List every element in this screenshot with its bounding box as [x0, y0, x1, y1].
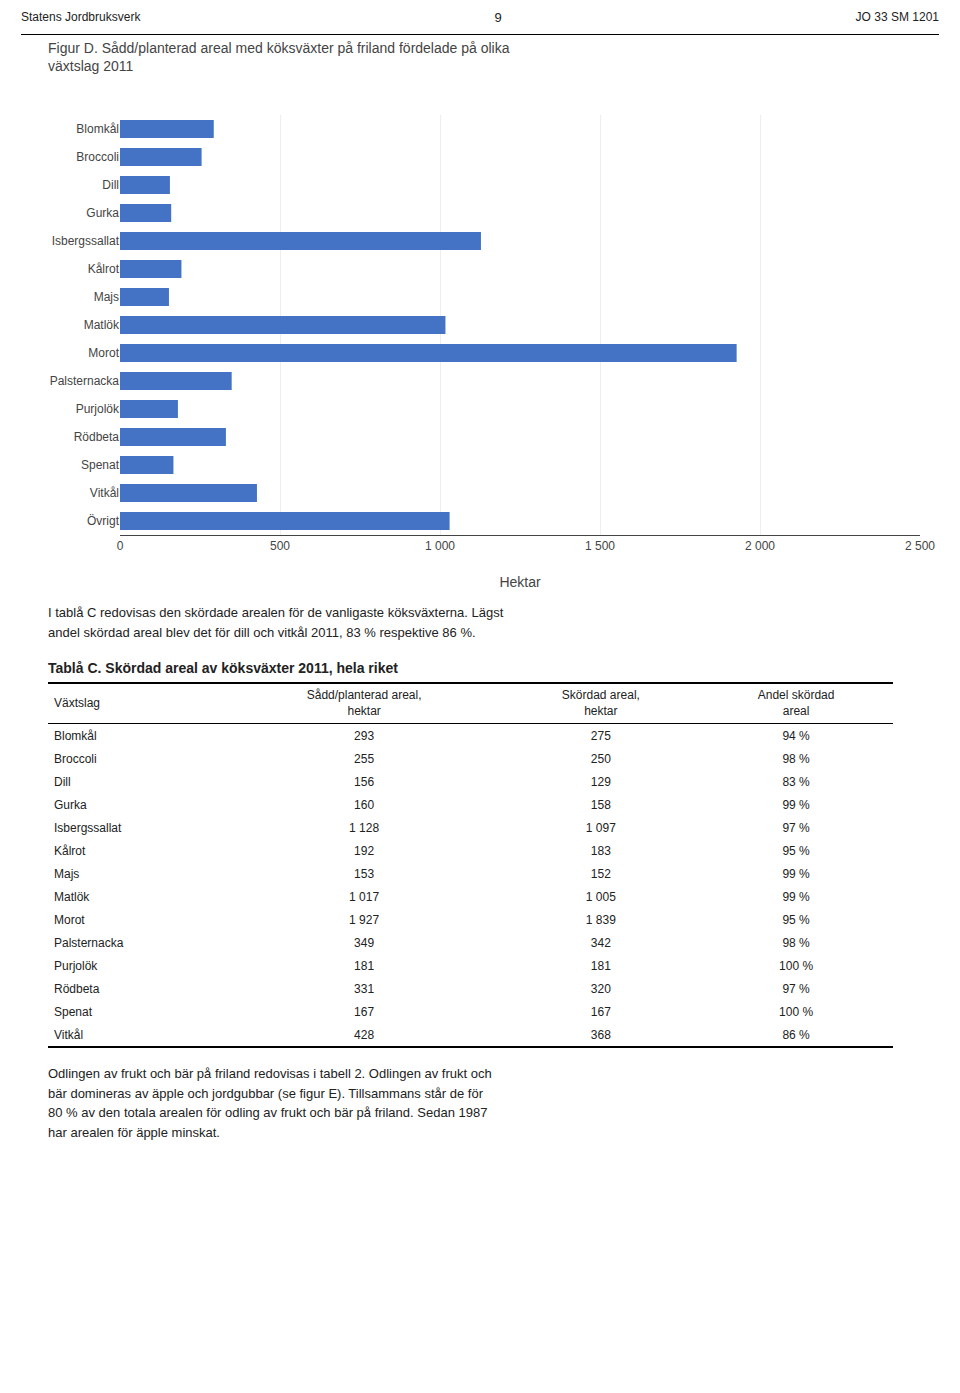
html-text:Rödbeta: Rödbeta: [54, 981, 100, 996]
html-text:99 %: 99 %: [782, 889, 810, 904]
html-text:Broccoli: Broccoli: [54, 751, 97, 766]
svg-text:2 500: 2 500: [905, 539, 935, 553]
html-text:Dill: Dill: [54, 774, 71, 789]
html-text:1 128: 1 128: [349, 820, 380, 835]
html-text:99 %: 99 %: [782, 866, 810, 881]
svg-text:500: 500: [270, 539, 290, 553]
html-text:Spenat: Spenat: [54, 1004, 92, 1019]
html-text:275: 275: [590, 728, 611, 743]
svg-text:Blomkål: Blomkål: [76, 122, 119, 136]
html-text:JO 33 SM 1201: JO 33 SM 1201: [855, 10, 939, 24]
html-text:86 %: 86 %: [782, 1027, 810, 1042]
html-text:152: 152: [590, 866, 611, 881]
svg-text:1 000: 1 000: [425, 539, 455, 553]
svg-text:Broccoli: Broccoli: [76, 150, 119, 164]
html-text:Purjolök: Purjolök: [54, 958, 98, 973]
html-text:156: 156: [354, 774, 375, 789]
svg-text:Gurka: Gurka: [86, 206, 119, 220]
html-text:Gurka: Gurka: [54, 797, 87, 812]
html-text:331: 331: [354, 981, 375, 996]
html-text:Morot: Morot: [54, 912, 85, 927]
svg-text:Vitkål: Vitkål: [90, 486, 119, 500]
html-text:100 %: 100 %: [779, 958, 814, 973]
html-text:255: 255: [354, 751, 375, 766]
html-text:1 927: 1 927: [349, 912, 380, 927]
html-text:349: 349: [354, 935, 375, 950]
svg-text:0: 0: [117, 539, 124, 553]
svg-text:Dill: Dill: [102, 178, 119, 192]
html-text:Vitkål: Vitkål: [54, 1027, 84, 1042]
html-text:Isbergssallat: Isbergssallat: [54, 820, 122, 835]
html-text:95 %: 95 %: [782, 912, 810, 927]
html-text:83 %: 83 %: [782, 774, 810, 789]
html-text:1 097: 1 097: [585, 820, 616, 835]
html-text:368: 368: [590, 1027, 611, 1042]
html-text:160: 160: [354, 797, 375, 812]
svg-text:Spenat: Spenat: [81, 458, 120, 472]
html-text:192: 192: [354, 843, 375, 858]
svg-text:Isbergssallat: Isbergssallat: [52, 234, 120, 248]
html-text:Statens Jordbruksverk: Statens Jordbruksverk: [21, 10, 141, 24]
html-text:Palsternacka: Palsternacka: [54, 935, 124, 950]
html-text:98 %: 98 %: [782, 935, 810, 950]
html-text:Matlök: Matlök: [54, 889, 90, 904]
html-text:94 %: 94 %: [782, 728, 810, 743]
svg-text:Figur D. Sådd/planterad areal: Figur D. Sådd/planterad areal med köksvä…: [48, 40, 510, 74]
html-text:100 %: 100 %: [779, 1004, 814, 1019]
svg-text:Matlök: Matlök: [84, 318, 120, 332]
html-text:1 839: 1 839: [585, 912, 616, 927]
html-text:Majs: Majs: [54, 866, 80, 881]
html-text:250: 250: [590, 751, 611, 766]
svg-text:Morot: Morot: [88, 346, 119, 360]
html-text:Andel skördad areal: Andel skördad areal: [757, 688, 835, 718]
svg-text:Rödbeta: Rödbeta: [74, 430, 120, 444]
html-text:9: 9: [494, 9, 502, 25]
svg-text:Palsternacka: Palsternacka: [50, 374, 120, 388]
html-text:97 %: 97 %: [782, 820, 810, 835]
html-text:153: 153: [354, 866, 375, 881]
html-text:Blomkål: Blomkål: [54, 728, 97, 743]
html-text:I tablå C redovisas den skörda: I tablå C redovisas den skördade arealen…: [48, 605, 504, 640]
html-text:Tablå C. Skördad areal av köks: Tablå C. Skördad areal av köksväxter 201…: [48, 660, 398, 676]
svg-text:Övrigt: Övrigt: [87, 514, 120, 528]
html-text:183: 183: [590, 843, 611, 858]
html-text:99 %: 99 %: [782, 797, 810, 812]
html-text:167: 167: [590, 1004, 611, 1019]
html-text:129: 129: [590, 774, 611, 789]
html-text:97 %: 97 %: [782, 981, 810, 996]
html-text:158: 158: [590, 797, 611, 812]
html-text:Skördad areal, hektar: Skördad areal, hektar: [561, 688, 640, 718]
html-text:320: 320: [590, 981, 611, 996]
html-text:342: 342: [590, 935, 611, 950]
svg-text:Hektar: Hektar: [499, 574, 541, 590]
html-text:Odlingen av frukt och bär på f: Odlingen av frukt och bär på friland red…: [48, 1066, 492, 1140]
svg-text:Purjolök: Purjolök: [76, 402, 120, 416]
html-text:1 005: 1 005: [585, 889, 616, 904]
html-text:293: 293: [354, 728, 375, 743]
svg-text:Kålrot: Kålrot: [88, 262, 120, 276]
html-text:181: 181: [354, 958, 375, 973]
svg-text:Majs: Majs: [94, 290, 119, 304]
html-text:428: 428: [354, 1027, 375, 1042]
html-text:Kålrot: Kålrot: [54, 843, 86, 858]
html-text:98 %: 98 %: [782, 751, 810, 766]
svg-text:2 000: 2 000: [745, 539, 775, 553]
html-text:Sådd/planterad areal, hektar: Sådd/planterad areal, hektar: [306, 688, 422, 718]
html-text:95 %: 95 %: [782, 843, 810, 858]
html-text:167: 167: [354, 1004, 375, 1019]
svg-text:1 500: 1 500: [585, 539, 615, 553]
html-text:Växtslag: Växtslag: [54, 695, 100, 710]
html-text:181: 181: [590, 958, 611, 973]
html-text:1 017: 1 017: [349, 889, 380, 904]
